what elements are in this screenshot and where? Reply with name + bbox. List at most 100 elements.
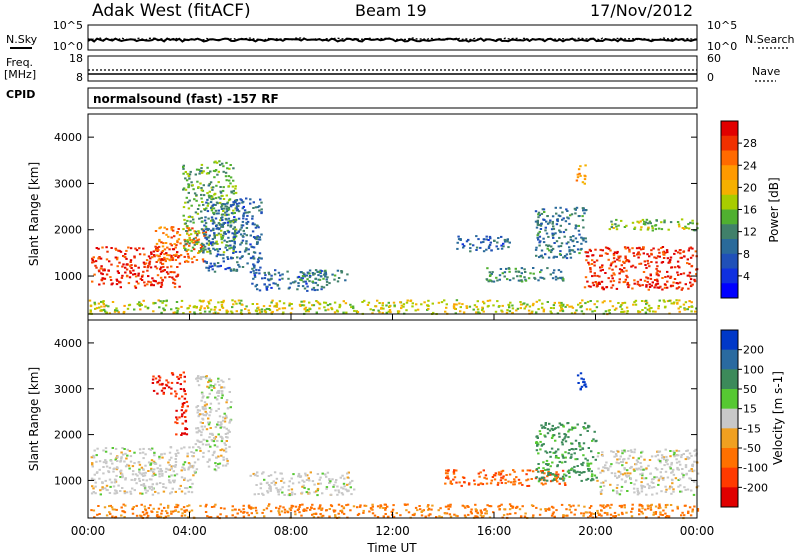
power-data-cell xyxy=(472,308,475,311)
power-data-cell xyxy=(649,222,652,225)
power-data-cell xyxy=(537,223,541,226)
power-data-cell xyxy=(205,236,208,239)
velocity-data-cell xyxy=(593,474,597,477)
velocity-data-cell xyxy=(220,379,223,382)
power-data-cell xyxy=(640,300,644,302)
power-data-cell xyxy=(612,257,616,260)
power-data-cell xyxy=(195,259,199,261)
power-data-cell xyxy=(371,312,374,315)
power-data-cell xyxy=(221,204,224,207)
power-data-cell xyxy=(671,284,675,287)
velocity-data-cell xyxy=(601,505,604,508)
velocity-data-cell xyxy=(181,432,184,435)
velocity-data-cell xyxy=(535,468,539,471)
velocity-data-cell xyxy=(301,503,304,506)
power-data-cell xyxy=(252,236,256,238)
power-data-cell xyxy=(411,302,414,305)
power-data-cell xyxy=(620,270,623,273)
power-data-cell xyxy=(506,238,509,241)
velocity-data-cell xyxy=(102,449,105,452)
velocity-data-cell xyxy=(658,450,662,453)
power-data-cell xyxy=(233,216,236,219)
power-data-cell xyxy=(676,301,679,304)
velocity-data-cell xyxy=(555,456,558,458)
power-data-cell xyxy=(664,251,667,254)
power-data-cell xyxy=(538,299,541,302)
power-data-cell xyxy=(561,276,564,279)
power-data-cell xyxy=(324,273,328,276)
velocity-data-cell xyxy=(152,487,155,490)
power-data-cell xyxy=(666,257,670,260)
velocity-data-cell xyxy=(411,513,415,516)
velocity-data-cell xyxy=(630,466,633,469)
power-data-cell xyxy=(100,300,103,303)
velocity-data-cell xyxy=(152,472,156,475)
velocity-data-cell xyxy=(594,516,598,519)
velocity-data-cell xyxy=(203,404,207,407)
date-title: 17/Nov/2012 xyxy=(590,1,693,20)
power-data-cell xyxy=(302,304,306,307)
velocity-data-cell xyxy=(307,477,310,480)
velocity-data-cell xyxy=(675,454,678,457)
velocity-data-cell xyxy=(116,467,119,470)
velocity-data-cell xyxy=(181,512,184,515)
power-data-cell xyxy=(149,266,153,269)
power-data-cell xyxy=(182,164,185,167)
velocity-data-cell xyxy=(633,448,637,451)
power-data-cell xyxy=(553,242,556,244)
power-data-cell xyxy=(626,246,630,249)
velocity-data-cell xyxy=(349,481,352,484)
velocity-data-cell xyxy=(124,477,127,480)
velocity-data-cell xyxy=(464,506,467,509)
power-data-cell xyxy=(389,311,392,314)
power-data-cell xyxy=(237,217,241,220)
power-data-cell xyxy=(210,209,214,212)
velocity-data-cell xyxy=(142,468,145,471)
velocity-data-cell xyxy=(582,454,585,457)
power-data-cell xyxy=(278,307,281,310)
velocity-data-cell xyxy=(94,485,97,488)
power-data-cell xyxy=(539,240,542,243)
power-data-cell xyxy=(683,308,686,311)
velocity-data-cell xyxy=(568,472,571,474)
velocity-data-cell xyxy=(180,434,183,436)
power-data-cell xyxy=(322,277,325,280)
velocity-data-cell xyxy=(229,406,232,409)
velocity-data-cell xyxy=(574,458,577,461)
power-data-cell xyxy=(549,310,552,313)
velocity-data-cell xyxy=(497,505,500,508)
velocity-data-cell xyxy=(419,508,422,511)
power-data-cell xyxy=(154,249,158,252)
power-data-cell xyxy=(616,258,619,261)
power-data-cell xyxy=(369,308,372,311)
velocity-data-cell xyxy=(555,474,558,477)
velocity-data-cell xyxy=(481,516,484,519)
velocity-data-cell xyxy=(470,512,473,515)
power-data-cell xyxy=(208,196,211,199)
power-data-cell xyxy=(550,249,554,252)
velocity-data-cell xyxy=(544,422,547,424)
velocity-data-cell xyxy=(208,377,211,380)
colorbar-swatch xyxy=(721,283,738,299)
power-data-cell xyxy=(688,271,692,274)
velocity-data-cell xyxy=(696,472,700,475)
velocity-data-cell xyxy=(175,416,178,419)
power-data-cell xyxy=(139,302,142,305)
velocity-data-cell xyxy=(159,468,163,471)
power-data-cell xyxy=(236,232,239,234)
velocity-data-cell xyxy=(162,483,165,486)
velocity-data-cell xyxy=(208,436,211,439)
velocity-data-cell xyxy=(362,509,365,512)
velocity-data-cell xyxy=(604,479,607,482)
power-data-cell xyxy=(316,301,320,304)
velocity-data-cell xyxy=(160,453,163,456)
power-data-cell xyxy=(159,300,162,303)
velocity-data-cell xyxy=(214,396,217,399)
velocity-data-cell xyxy=(562,515,565,518)
velocity-data-cell xyxy=(670,492,673,495)
velocity-data-cell xyxy=(531,516,535,519)
power-data-cell xyxy=(205,201,208,204)
power-data-cell xyxy=(253,223,256,226)
velocity-data-cell xyxy=(92,491,95,493)
power-data-cell xyxy=(536,219,539,222)
